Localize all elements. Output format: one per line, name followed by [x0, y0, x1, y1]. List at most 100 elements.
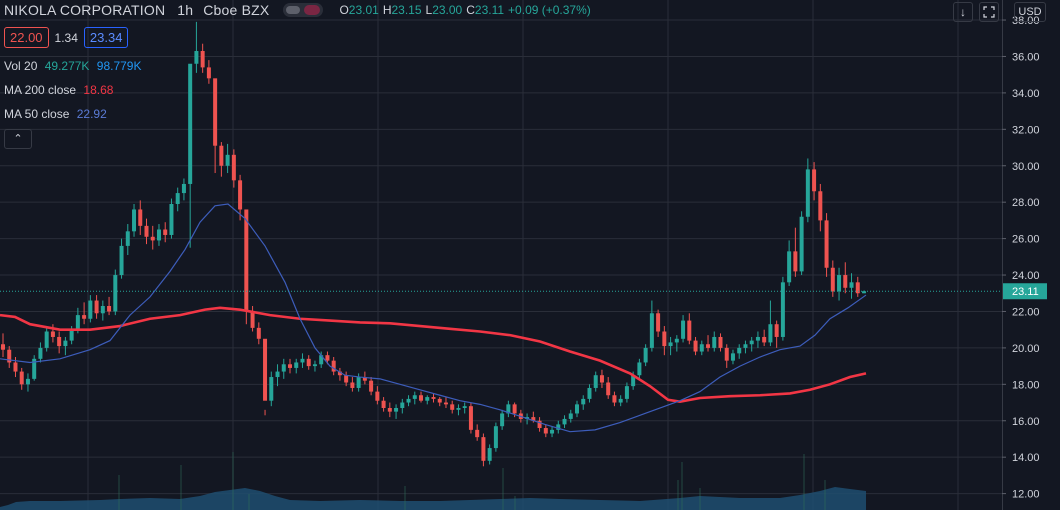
candle-body	[425, 397, 430, 401]
candle-body	[387, 408, 392, 412]
candle-body	[88, 300, 93, 319]
candle-body	[63, 340, 68, 347]
candle-body	[419, 395, 424, 401]
candle-body	[150, 236, 155, 241]
last-price-tag	[1003, 283, 1047, 300]
currency-button[interactable]: USD	[1014, 2, 1046, 22]
fullscreen-button[interactable]	[979, 2, 999, 22]
buy-price-button[interactable]: 23.34	[83, 27, 129, 48]
ma50-legend[interactable]: MA 50 close 22.92	[4, 107, 107, 121]
axis-tick-label: 34.00	[1012, 88, 1040, 100]
volume-legend-label: Vol 20	[4, 59, 38, 73]
ma200-legend-value: 18.68	[83, 83, 114, 97]
price-axis[interactable]: 38.0036.0034.0032.0030.0028.0026.0024.00…	[1002, 15, 1047, 501]
candle-body	[263, 338, 268, 401]
candle-body	[19, 371, 24, 385]
candle-body	[730, 353, 735, 361]
axis-tick-label: 16.00	[1012, 416, 1040, 428]
candle-body	[706, 344, 711, 348]
candle-body	[843, 275, 848, 288]
candle-body	[668, 342, 673, 347]
candle-body	[780, 282, 785, 337]
candle-body	[662, 331, 667, 347]
volume-legend[interactable]: Vol 20 49.277K 98.779K	[4, 59, 142, 73]
candle-body	[818, 191, 823, 221]
candle-body	[1, 344, 5, 350]
candle-body	[718, 336, 723, 348]
candle-body	[799, 216, 804, 272]
candle-body	[7, 349, 12, 363]
candle-body	[768, 324, 773, 343]
candle-body	[144, 225, 149, 237]
ohlc-low-value: 23.00	[432, 3, 463, 17]
volume-area-fill	[0, 487, 866, 510]
volume-area	[0, 452, 866, 510]
chart-grid	[0, 0, 1003, 510]
candle-body	[468, 406, 473, 430]
candle-body	[531, 417, 536, 421]
candle-body	[681, 320, 686, 339]
candle-body	[431, 397, 436, 399]
candle-body	[437, 398, 442, 403]
candle-body	[25, 378, 30, 385]
candle-body	[82, 315, 87, 319]
ohlc-change: +0.09 (+0.37%)	[508, 3, 591, 17]
candle-body	[830, 267, 835, 292]
candle-body	[169, 204, 174, 235]
candle-body	[755, 336, 760, 341]
ma200-legend[interactable]: MA 200 close 18.68	[4, 83, 113, 97]
candle-body	[462, 406, 467, 408]
candle-body	[50, 331, 55, 337]
axis-tick-label: 28.00	[1012, 197, 1040, 209]
candle-body	[699, 344, 704, 352]
candle-body	[805, 169, 810, 217]
candle-body	[244, 209, 249, 312]
candle-body	[556, 424, 561, 430]
candle-body	[156, 229, 161, 241]
ma200-line	[0, 306, 867, 403]
candle-body	[294, 362, 299, 368]
axis-tick-label: 22.00	[1012, 306, 1040, 318]
candle-body	[219, 145, 224, 166]
candle-body	[194, 51, 199, 64]
candle-body	[550, 429, 555, 434]
ohlc-open-value: 23.01	[348, 3, 379, 17]
sell-price-button[interactable]: 22.00	[4, 27, 49, 48]
ma200-legend-label: MA 200 close	[4, 83, 77, 97]
candle-body	[493, 426, 498, 449]
candle-body	[612, 395, 617, 403]
candle-body	[849, 282, 854, 288]
ohlc-high-value: 23.15	[391, 3, 422, 17]
candle-body	[325, 355, 330, 361]
candle-body	[306, 358, 311, 367]
candle-body	[225, 154, 230, 166]
candle-body	[369, 380, 374, 392]
interval-label[interactable]: 1h	[177, 2, 194, 18]
axis-tick-label: 32.00	[1012, 124, 1040, 136]
candle-body	[649, 313, 654, 348]
download-button[interactable]: ↓	[953, 2, 973, 22]
candle-body	[331, 360, 336, 372]
candle-body	[687, 320, 692, 341]
candle-body	[500, 413, 505, 427]
symbol-name[interactable]: NIKOLA CORPORATION	[4, 2, 166, 18]
candle-body	[381, 400, 386, 408]
candle-body	[855, 282, 860, 294]
axis-tick-label: 30.00	[1012, 161, 1040, 173]
candle-body	[288, 364, 292, 368]
candle-body	[188, 63, 193, 184]
ohlc-close-value: 23.11	[474, 3, 505, 17]
candle-body	[375, 391, 380, 401]
axis-tick-label: 36.00	[1012, 51, 1040, 63]
candle-body	[300, 358, 305, 363]
candle-body	[812, 169, 817, 192]
candle-body	[238, 180, 243, 210]
quote-boxes: 22.00 1.34 23.34	[4, 27, 129, 48]
candle-body	[175, 193, 180, 204]
download-icon: ↓	[960, 5, 966, 19]
chart-mode-toggle[interactable]	[283, 3, 324, 17]
collapse-legend-button[interactable]: ⌃	[4, 129, 32, 149]
ma50-legend-label: MA 50 close	[4, 107, 70, 121]
candle-body	[537, 420, 542, 429]
